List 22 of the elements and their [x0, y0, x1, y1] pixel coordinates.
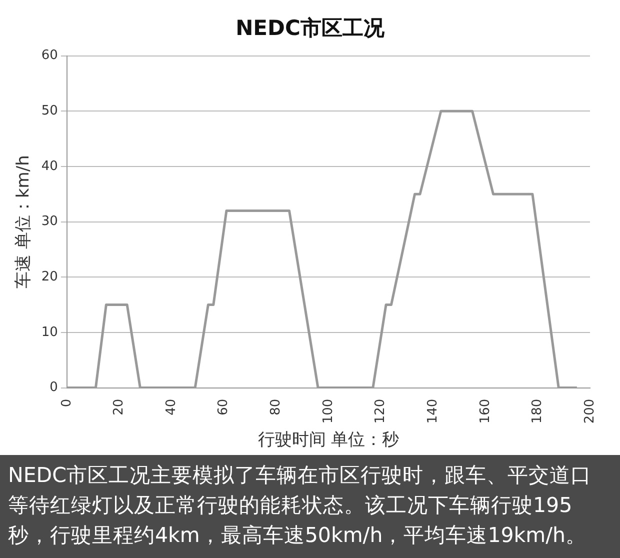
y-tick-label: 60: [41, 48, 58, 64]
x-tick-label: 200: [582, 398, 598, 424]
y-tick-label: 40: [41, 158, 58, 174]
x-tick-label: 180: [530, 398, 546, 424]
y-tick-label: 20: [41, 270, 58, 284]
x-tick-label: 20: [112, 398, 127, 416]
x-tick-label: 40: [164, 398, 179, 416]
y-tick-label: 50: [41, 104, 58, 119]
x-tick-label: 140: [425, 398, 440, 424]
x-tick-label: 60: [216, 398, 232, 416]
x-tick-label: 80: [268, 398, 284, 416]
y-tick-label: 10: [41, 324, 58, 340]
text: NEDC市区工况主要模拟了车辆在市区行驶时，跟车、平交道口等待红绿灯以及正常行驶的能耗状态。该工况下车辆行驶195秒，行驶里程约4km，最高车速50km/h，平均车速19km/h。: [0, 455, 620, 558]
x-axis-title: 行驶时间 单位：秒: [258, 430, 400, 450]
x-tick-label: 100: [320, 398, 336, 424]
chart-title: NEDC市区工况: [234, 15, 386, 42]
x-tick-label: 120: [373, 398, 388, 424]
y-axis-title: 车速 单位：km/h: [14, 155, 34, 288]
x-tick-label: 160: [478, 398, 493, 424]
y-tick-label: 0: [50, 380, 58, 396]
x-tick-label: 0: [59, 398, 74, 408]
y-tick-label: 30: [41, 214, 58, 230]
